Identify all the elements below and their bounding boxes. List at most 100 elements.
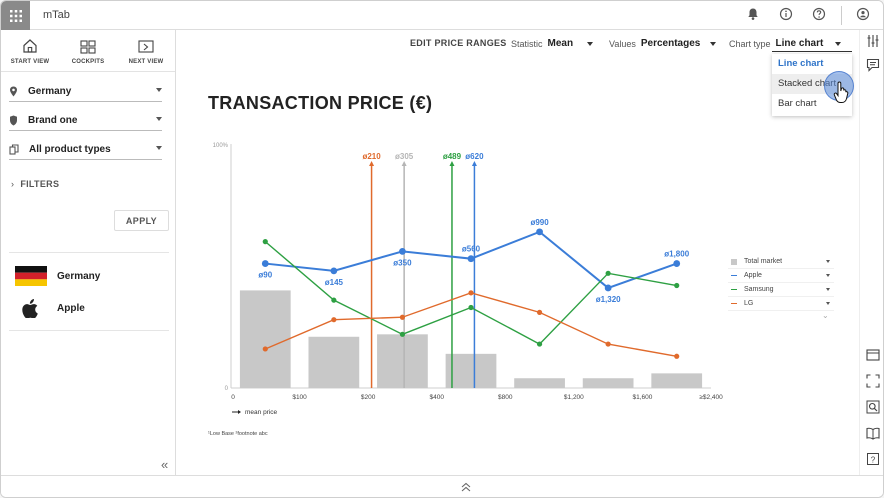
start-view-button[interactable]: START VIEW [1, 30, 59, 71]
legend-item-samsung[interactable]: Samsung [728, 283, 834, 297]
chevron-down-icon [826, 302, 830, 305]
chevron-down-icon [826, 288, 830, 291]
fullscreen-icon[interactable] [866, 374, 880, 388]
chart-type-select[interactable]: Chart type Line chart [729, 38, 842, 49]
legend-scroll-down-icon[interactable]: ⌄ [822, 311, 829, 320]
values-value: Percentages [640, 38, 701, 49]
legend-label: Apple [744, 272, 762, 279]
view-nav: START VIEW COCKPITS NEXT VIEW [1, 30, 175, 72]
x-tick-label: $1,200 [564, 394, 584, 401]
data-label-apple: ø90 [258, 271, 272, 280]
edit-price-ranges-label: EDIT PRICE RANGES [410, 38, 507, 48]
data-point-lg [674, 353, 680, 359]
legend-item-lg[interactable]: LG [728, 297, 834, 311]
statistic-value: Mean [547, 38, 574, 49]
data-label-apple: ø145 [325, 278, 344, 287]
chart-type-label: Chart type [729, 38, 771, 49]
chevron-down-icon [710, 41, 717, 46]
chevron-down-icon [156, 146, 162, 150]
sidebar: START VIEW COCKPITS NEXT VIEW Germany Br… [1, 30, 176, 475]
info-icon[interactable] [779, 7, 795, 23]
cockpits-button[interactable]: COCKPITS [59, 30, 117, 71]
product-value: All product types [29, 144, 111, 155]
mean-line-arrow [471, 161, 477, 166]
comment-icon[interactable] [866, 58, 880, 72]
shield-icon [10, 115, 17, 126]
chevron-down-icon [835, 41, 842, 46]
selection-item-germany: Germany [15, 266, 100, 286]
bar-total-market [651, 373, 703, 388]
data-point-apple [673, 260, 681, 267]
help-box-icon[interactable]: ? [866, 452, 880, 466]
data-point-samsung [674, 282, 680, 289]
filters-toggle[interactable]: › FILTERS [11, 179, 59, 189]
chevron-down-icon [826, 260, 830, 263]
next-view-button[interactable]: NEXT VIEW [117, 30, 175, 71]
y-tick-label: 0 [225, 386, 229, 392]
data-point-lg [331, 317, 337, 323]
transaction-price-chart: 100% 00 $100 $200 $400 $800 $1,200 $1,600 ≥$2,40… [213, 143, 723, 416]
statistic-select[interactable]: Statistic Mean [511, 38, 594, 49]
dropdown-option-bar-chart[interactable]: Bar chart [778, 98, 817, 109]
country-value: Germany [28, 86, 72, 97]
mean-price-label: mean price [245, 409, 278, 416]
x-tick-label: $400 [429, 394, 444, 401]
data-point-apple [261, 260, 269, 267]
legend-item-apple[interactable]: Apple [728, 269, 834, 283]
brand-value: Brand one [28, 115, 78, 126]
zoom-icon[interactable] [866, 400, 880, 414]
legend-swatch [731, 288, 737, 291]
values-select[interactable]: Values Percentages [609, 38, 717, 49]
bar-total-market [377, 334, 428, 388]
data-point-lg [262, 346, 268, 352]
x-tick-label: $800 [498, 394, 513, 401]
mean-line-label: ø489 [443, 152, 462, 161]
mean-line-label: ø305 [395, 152, 414, 161]
collapse-sidebar-icon[interactable]: « [161, 457, 169, 472]
divider [9, 252, 169, 253]
statistic-label: Statistic [511, 38, 543, 49]
x-tick-label: ≥$2,400 [699, 394, 723, 401]
settings-sliders-icon[interactable] [866, 34, 880, 48]
chart-type-value: Line chart [775, 38, 824, 49]
data-point-samsung [468, 304, 474, 311]
chart-footnote: ¹Low Base ²footnote abc [208, 431, 268, 437]
bell-icon[interactable] [746, 7, 762, 23]
data-point-apple [604, 284, 612, 292]
next-view-icon [138, 40, 154, 53]
legend-swatch [731, 258, 737, 265]
chevron-down-icon [826, 274, 830, 277]
top-bar: mTab [1, 1, 883, 30]
expand-up-icon[interactable] [460, 481, 472, 493]
data-point-samsung [605, 270, 611, 276]
brand-select[interactable]: Brand one [9, 112, 162, 131]
app-grid-icon[interactable] [1, 1, 30, 30]
data-label-apple: ø350 [393, 258, 412, 267]
germany-flag-icon [15, 266, 47, 286]
legend-label: LG [744, 300, 754, 307]
chart-title: TRANSACTION PRICE (€) [208, 93, 433, 113]
y-tick-label: 100% [213, 143, 229, 149]
book-icon[interactable] [866, 426, 880, 440]
bottom-bar [1, 475, 883, 497]
divider [9, 330, 169, 331]
dropdown-option-line-chart[interactable]: Line chart [778, 58, 824, 69]
apply-button[interactable]: APPLY [114, 210, 169, 231]
product-select[interactable]: All product types [9, 141, 162, 160]
help-icon[interactable] [812, 7, 828, 23]
data-point-samsung [331, 297, 337, 303]
chart-type-underline [772, 51, 852, 52]
selection-label: Apple [57, 302, 85, 314]
chart-legend: Total market Apple Samsung LG ⌄ [728, 255, 834, 320]
country-select[interactable]: Germany [9, 83, 162, 102]
legend-item-total-market[interactable]: Total market [728, 255, 834, 269]
edit-price-ranges-button[interactable]: EDIT PRICE RANGES [410, 38, 507, 48]
bar-total-market [239, 290, 291, 388]
presentation-icon[interactable] [866, 348, 880, 362]
legend-swatch [731, 274, 737, 277]
right-toolbar: ? [859, 30, 883, 475]
bar-total-market [582, 378, 634, 388]
data-point-apple [399, 247, 406, 255]
user-account-icon[interactable] [856, 7, 872, 23]
legend-label: Total market [744, 258, 783, 265]
